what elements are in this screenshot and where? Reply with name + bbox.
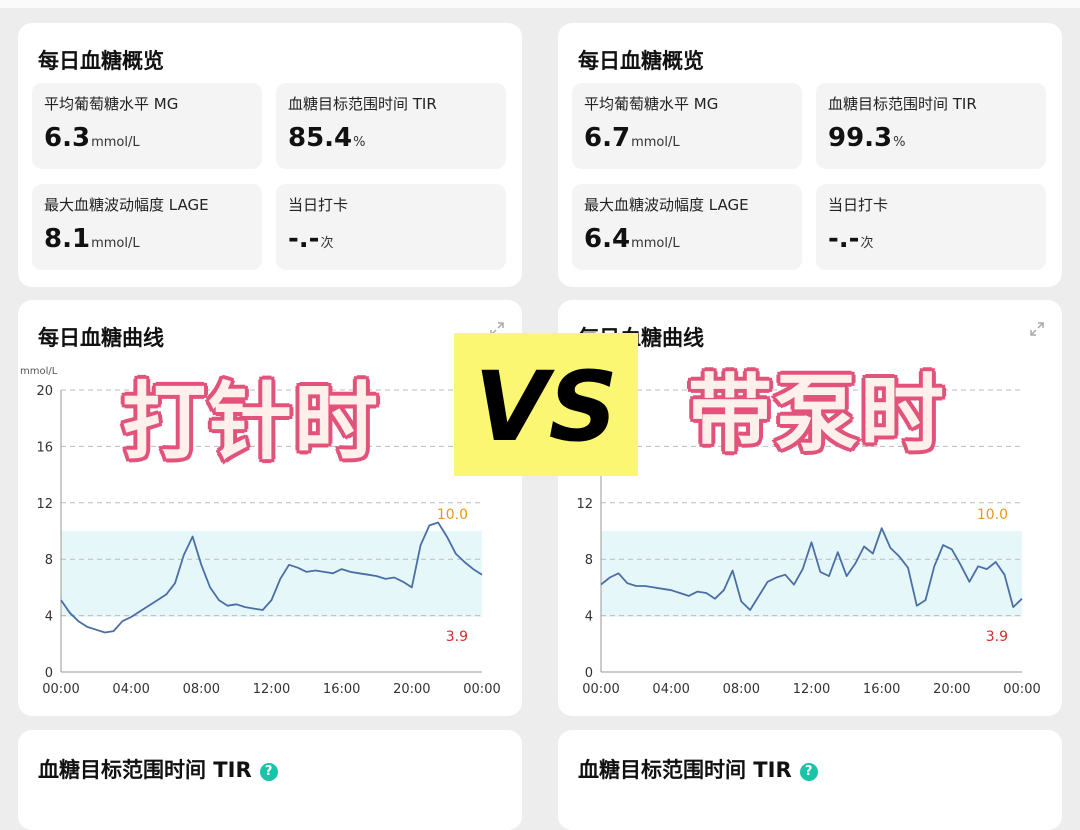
stat-value: 85.4% (288, 123, 366, 153)
stat-value: 6.7mmol/L (584, 123, 680, 153)
expand-icon[interactable] (1028, 320, 1046, 338)
lower-limit-label: 3.9 (986, 629, 1008, 645)
y-tick-label: 8 (585, 553, 593, 568)
vs-box: VS (454, 333, 638, 476)
x-tick-label: 08:00 (723, 682, 760, 697)
tir-card-right: 血糖目标范围时间 TIR? (558, 730, 1062, 830)
x-tick-label: 20:00 (933, 682, 970, 697)
x-tick-label: 12:00 (253, 682, 290, 697)
stat-tir: 血糖目标范围时间 TIR 85.4% (276, 83, 506, 169)
stat-value: 8.1mmol/L (44, 224, 140, 254)
upper-limit-label: 10.0 (437, 507, 468, 523)
stat-label: 血糖目标范围时间 TIR (288, 95, 437, 113)
help-icon[interactable]: ? (799, 763, 818, 781)
glucose-chart: 04812162000:0004:0008:0012:0016:0020:000… (576, 384, 1040, 697)
x-tick-label: 00:00 (42, 682, 79, 697)
overlay-right-word: 带泵时 (685, 363, 947, 466)
overview-card-left: 每日血糖概览 平均葡萄糖水平 MG 6.3mmol/L 血糖目标范围时间 TIR… (18, 23, 522, 287)
x-tick-label: 16:00 (323, 682, 360, 697)
tir-title: 血糖目标范围时间 TIR? (578, 754, 818, 784)
y-tick-label: 20 (36, 384, 53, 399)
tir-title: 血糖目标范围时间 TIR? (38, 754, 278, 784)
curve-card-left: 每日血糖曲线 mmol/L 0 4 8 12 16 20 00:00 04:00 08:00 12:… (18, 300, 522, 716)
y-tick-label: 4 (45, 610, 53, 625)
stat-lage: 最大血糖波动幅度 LAGE 6.4mmol/L (572, 184, 802, 270)
stat-value: 6.4mmol/L (584, 224, 680, 254)
tir-card-left: 血糖目标范围时间 TIR? (18, 730, 522, 830)
y-tick-label: 0 (585, 666, 593, 681)
x-tick-label: 04:00 (652, 682, 689, 697)
x-tick-label: 12:00 (793, 682, 830, 697)
stat-label: 当日打卡 (828, 196, 889, 214)
stat-mg: 平均葡萄糖水平 MG 6.3mmol/L (32, 83, 262, 169)
curve-title: 每日血糖曲线 (38, 326, 164, 350)
stat-checkin: 当日打卡 -.-次 (816, 184, 1046, 270)
overlay-left-word: 打针时 (119, 371, 381, 474)
y-tick-label: 4 (585, 610, 593, 625)
stat-label: 血糖目标范围时间 TIR (828, 95, 977, 113)
y-tick-label: 12 (576, 497, 593, 512)
lower-limit-label: 3.9 (446, 629, 468, 645)
y-tick-label: 0 (45, 666, 53, 681)
stat-value: -.-次 (288, 224, 334, 254)
stat-label: 最大血糖波动幅度 LAGE (44, 196, 209, 214)
vs-text: VS (474, 351, 618, 463)
stat-value: 6.3mmol/L (44, 123, 140, 153)
y-tick-label: 16 (36, 440, 53, 455)
stat-value: 99.3% (828, 123, 906, 153)
target-range-band (61, 531, 482, 618)
curve-card-right: 每日血糖曲线 04812162000:0004:0008:0012:0016:0… (558, 300, 1062, 716)
overview-title: 每日血糖概览 (38, 49, 164, 73)
stat-mg: 平均葡萄糖水平 MG 6.7mmol/L (572, 83, 802, 169)
x-tick-label: 20:00 (393, 682, 430, 697)
help-icon[interactable]: ? (259, 763, 278, 781)
y-tick-label: 12 (36, 497, 53, 512)
stat-checkin: 当日打卡 -.-次 (276, 184, 506, 270)
y-tick-label: 8 (45, 553, 53, 568)
overview-card-right: 每日血糖概览 平均葡萄糖水平 MG 6.7mmol/L 血糖目标范围时间 TIR… (558, 23, 1062, 287)
top-strip (0, 0, 1080, 8)
stat-label: 平均葡萄糖水平 MG (44, 95, 179, 113)
x-tick-label: 08:00 (183, 682, 220, 697)
stat-label: 平均葡萄糖水平 MG (584, 95, 719, 113)
stat-label: 最大血糖波动幅度 LAGE (584, 196, 749, 214)
glucose-chart: mmol/L 0 4 8 12 16 20 00:00 04:00 08:00 12:00 16:00… (20, 366, 501, 697)
glucose-line (600, 527, 1023, 611)
x-tick-label: 04:00 (112, 682, 149, 697)
stat-value: -.-次 (828, 224, 874, 254)
y-unit-label: mmol/L (20, 366, 58, 377)
x-tick-label: 00:00 (463, 682, 500, 697)
upper-limit-label: 10.0 (977, 507, 1008, 523)
overview-title: 每日血糖概览 (578, 49, 704, 73)
glucose-line (60, 521, 483, 634)
x-tick-label: 00:00 (1003, 682, 1040, 697)
x-tick-label: 16:00 (863, 682, 900, 697)
stat-tir: 血糖目标范围时间 TIR 99.3% (816, 83, 1046, 169)
stat-label: 当日打卡 (288, 196, 349, 214)
x-tick-label: 00:00 (582, 682, 619, 697)
stat-lage: 最大血糖波动幅度 LAGE 8.1mmol/L (32, 184, 262, 270)
